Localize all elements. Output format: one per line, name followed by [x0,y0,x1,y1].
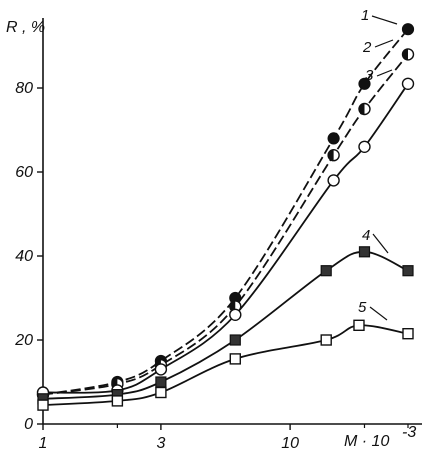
series-3-point-5 [327,174,340,187]
markers [36,23,415,411]
x-tick-label-3: 3 [156,435,165,452]
series-2-point-5-half-fill [328,149,334,161]
series-3-point-4 [229,308,242,321]
series-5-point-3 [155,386,167,399]
y-tick-label-40: 40 [15,248,33,265]
series-1-line [42,28,409,396]
series-5-point-1 [37,399,49,411]
y-tick-label-20: 20 [14,332,33,349]
series-3-point-6 [358,140,371,154]
series-5-point-5 [320,334,332,346]
x-axis-title-exponent: -3 [402,424,416,441]
y-tick-label-80: 80 [15,80,33,97]
series-5-label: 5 [358,299,367,316]
x-axis-title: M · 10 [344,433,389,450]
series-1-point-6 [358,77,371,90]
series-2-point-7 [401,48,415,61]
curves [42,28,409,406]
series-4-point-7 [402,265,414,277]
series-3-point-3 [154,363,168,376]
series-2-leader [374,39,394,48]
series-4-point-4 [229,334,241,346]
series-1-point-7 [401,23,415,36]
axes: 0 20 40 60 80 1 3 10 [14,18,422,452]
series-2-point-6-half-fill [358,103,365,115]
series-2-point-7-half-fill [402,48,408,60]
y-tick-label-60: 60 [15,164,33,181]
series-5-point-6 [353,319,365,331]
series-1-label: 1 [361,7,369,24]
x-tick-label-1: 1 [39,435,48,452]
series-5-point-4 [229,353,241,365]
series-1-leader [371,15,398,25]
labels: R , % M · 10 -3 1 2 3 4 5 [6,7,416,450]
series-3-point-7 [401,77,415,91]
series-4-leader [372,233,389,254]
series-4-point-5 [320,265,332,277]
series-2-label: 2 [362,39,372,56]
series-2-line [42,53,409,396]
series-4-label: 4 [362,227,370,244]
series-1-point-5 [327,132,340,145]
y-axis-title: R , % [6,19,45,36]
series-2-point-6 [358,102,371,116]
series-3-label: 3 [365,67,374,84]
series-4-point-6 [358,246,371,258]
y-tick-label-0: 0 [24,416,33,433]
series-3-leader [376,69,393,77]
series-4-point-3 [155,376,167,388]
series-2-point-5 [327,148,340,162]
series-5-point-2 [111,395,124,407]
x-tick-label-10: 10 [281,435,299,452]
series-5-leader [369,306,388,321]
series-5-point-7 [402,328,414,340]
